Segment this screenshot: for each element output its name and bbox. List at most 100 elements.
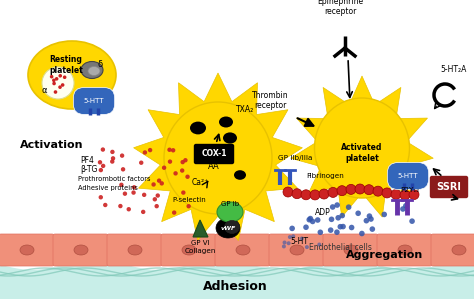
FancyBboxPatch shape xyxy=(430,176,467,198)
Circle shape xyxy=(334,202,340,208)
Circle shape xyxy=(328,227,334,233)
Circle shape xyxy=(315,217,320,223)
FancyBboxPatch shape xyxy=(431,234,474,266)
Circle shape xyxy=(340,224,346,229)
Text: Adhesion: Adhesion xyxy=(202,280,267,293)
Circle shape xyxy=(127,207,131,211)
Text: Thrombin
receptor: Thrombin receptor xyxy=(252,91,288,110)
Circle shape xyxy=(54,90,57,94)
Circle shape xyxy=(283,187,293,197)
Circle shape xyxy=(155,193,160,198)
Ellipse shape xyxy=(81,62,103,79)
Circle shape xyxy=(180,168,184,173)
Text: Prothrombotic factors: Prothrombotic factors xyxy=(78,176,151,182)
Ellipse shape xyxy=(344,245,358,255)
Circle shape xyxy=(339,213,345,218)
FancyBboxPatch shape xyxy=(215,234,270,266)
Text: P-selectin: P-selectin xyxy=(172,197,206,203)
Circle shape xyxy=(409,190,419,199)
Text: vWF: vWF xyxy=(220,225,236,231)
Circle shape xyxy=(346,184,356,194)
Text: ADP: ADP xyxy=(315,208,331,217)
Text: Adhesive proteins: Adhesive proteins xyxy=(78,185,138,191)
Circle shape xyxy=(349,225,355,230)
Circle shape xyxy=(337,224,343,230)
Circle shape xyxy=(160,181,164,186)
Circle shape xyxy=(359,231,365,236)
Circle shape xyxy=(382,188,392,198)
Ellipse shape xyxy=(398,245,412,255)
Circle shape xyxy=(110,150,115,154)
Text: 5-HT₂A: 5-HT₂A xyxy=(440,65,466,74)
Circle shape xyxy=(181,160,185,164)
Circle shape xyxy=(172,210,176,215)
Circle shape xyxy=(403,203,409,208)
Text: Collagen: Collagen xyxy=(184,248,216,254)
Circle shape xyxy=(308,216,313,221)
Circle shape xyxy=(391,189,401,199)
Circle shape xyxy=(370,226,375,232)
Text: GP IIb/IIIa: GP IIb/IIIa xyxy=(278,155,312,161)
Circle shape xyxy=(50,75,54,78)
Ellipse shape xyxy=(290,245,304,255)
FancyBboxPatch shape xyxy=(194,144,234,164)
Circle shape xyxy=(337,186,347,196)
Circle shape xyxy=(63,75,66,79)
Ellipse shape xyxy=(182,245,196,255)
Ellipse shape xyxy=(315,98,410,198)
FancyBboxPatch shape xyxy=(323,234,378,266)
Circle shape xyxy=(52,79,55,82)
FancyBboxPatch shape xyxy=(377,234,432,266)
Text: β-TG: β-TG xyxy=(80,165,97,174)
Circle shape xyxy=(305,245,309,249)
Circle shape xyxy=(55,77,58,81)
Text: COX-1: COX-1 xyxy=(201,150,227,158)
Circle shape xyxy=(111,156,115,161)
Circle shape xyxy=(101,164,105,168)
Polygon shape xyxy=(193,220,208,237)
Text: PF4: PF4 xyxy=(80,156,94,165)
Circle shape xyxy=(356,210,361,216)
Circle shape xyxy=(368,216,374,222)
Circle shape xyxy=(132,185,137,190)
Text: Endothelial cells: Endothelial cells xyxy=(309,243,372,252)
Text: SSRI: SSRI xyxy=(437,182,461,192)
Circle shape xyxy=(58,74,62,77)
FancyBboxPatch shape xyxy=(0,234,54,266)
Ellipse shape xyxy=(74,245,88,255)
Circle shape xyxy=(292,189,302,199)
Ellipse shape xyxy=(234,170,246,180)
Ellipse shape xyxy=(452,245,466,255)
Circle shape xyxy=(110,159,115,164)
FancyBboxPatch shape xyxy=(269,234,324,266)
FancyBboxPatch shape xyxy=(107,234,162,266)
Circle shape xyxy=(364,185,374,195)
Circle shape xyxy=(355,184,365,194)
Circle shape xyxy=(99,168,103,172)
Circle shape xyxy=(151,182,156,187)
Text: GP VI: GP VI xyxy=(191,240,209,246)
Circle shape xyxy=(139,161,144,165)
Circle shape xyxy=(120,153,124,158)
Circle shape xyxy=(183,158,188,162)
Ellipse shape xyxy=(190,122,206,134)
Circle shape xyxy=(61,83,64,87)
Circle shape xyxy=(303,225,309,230)
Circle shape xyxy=(400,206,406,212)
Circle shape xyxy=(143,150,147,155)
Text: Ca²⁺: Ca²⁺ xyxy=(191,178,209,187)
Circle shape xyxy=(328,187,338,197)
Text: δ: δ xyxy=(98,60,102,69)
Circle shape xyxy=(317,242,321,247)
Circle shape xyxy=(168,159,172,164)
Circle shape xyxy=(364,218,369,223)
Circle shape xyxy=(58,85,62,89)
Circle shape xyxy=(307,217,312,222)
Text: 5-HT: 5-HT xyxy=(290,237,308,246)
Text: P2Y₁₂: P2Y₁₂ xyxy=(400,187,419,193)
Ellipse shape xyxy=(164,102,272,214)
Ellipse shape xyxy=(225,220,239,234)
Circle shape xyxy=(103,203,108,207)
Circle shape xyxy=(118,204,123,208)
Circle shape xyxy=(100,147,105,152)
